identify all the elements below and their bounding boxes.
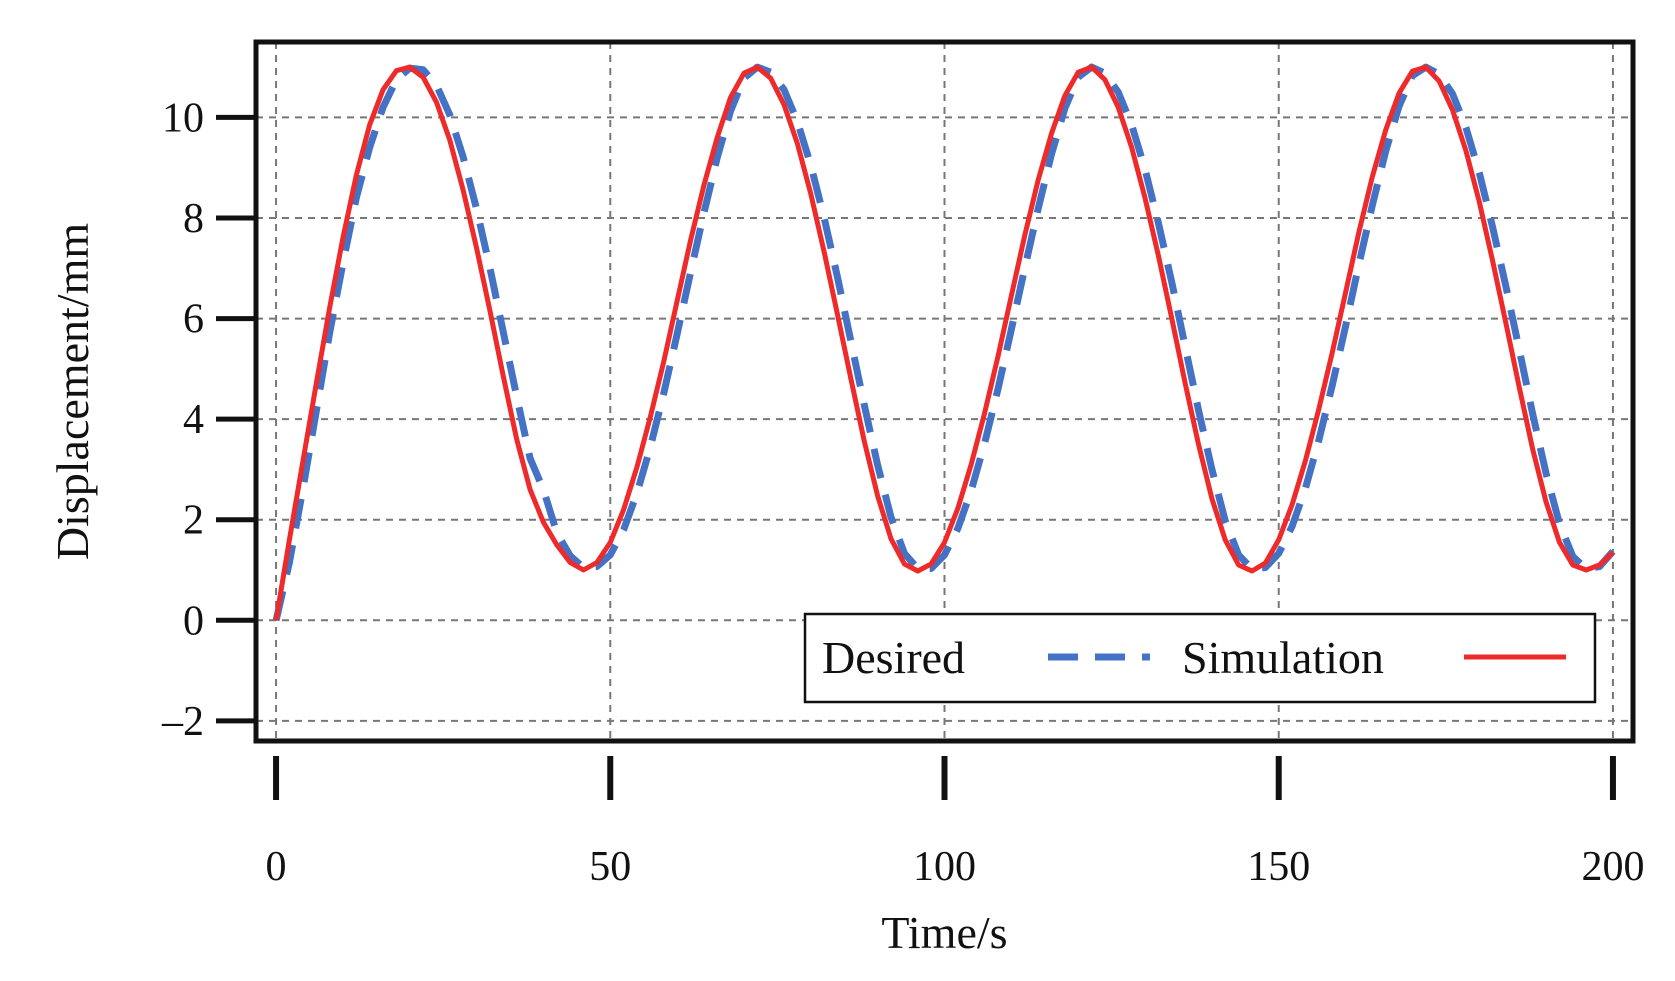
y-tick-label: 10 <box>162 95 204 141</box>
plot-frame <box>253 39 1636 744</box>
legend: Desired Simulation <box>803 612 1597 704</box>
y-tick-label: 0 <box>183 598 204 644</box>
legend-label-desired: Desired <box>822 632 965 683</box>
x-tick-label: 200 <box>1581 844 1644 890</box>
x-tick-label: 0 <box>266 844 287 890</box>
plot-series <box>272 63 1616 622</box>
x-tick-label: 100 <box>913 844 976 890</box>
y-axis-label: Displacement/mm <box>47 223 98 560</box>
series-line-simulation <box>273 64 1615 621</box>
series-line-desired <box>272 63 1616 622</box>
legend-box <box>803 612 1597 704</box>
y-tick-label: 8 <box>183 196 204 242</box>
x-axis-label: Time/s <box>881 907 1007 958</box>
x-tick-label: 150 <box>1247 844 1310 890</box>
axis-ticks: 0 50 100 150 200 –2 0 2 4 6 8 10 <box>161 95 1644 890</box>
y-tick-label: 2 <box>183 498 204 544</box>
x-tick-label: 50 <box>589 844 631 890</box>
y-tick-label: 4 <box>183 397 204 443</box>
y-tick-label: 6 <box>183 297 204 343</box>
legend-label-simulation: Simulation <box>1182 632 1384 683</box>
y-tick-label: –2 <box>161 699 204 745</box>
